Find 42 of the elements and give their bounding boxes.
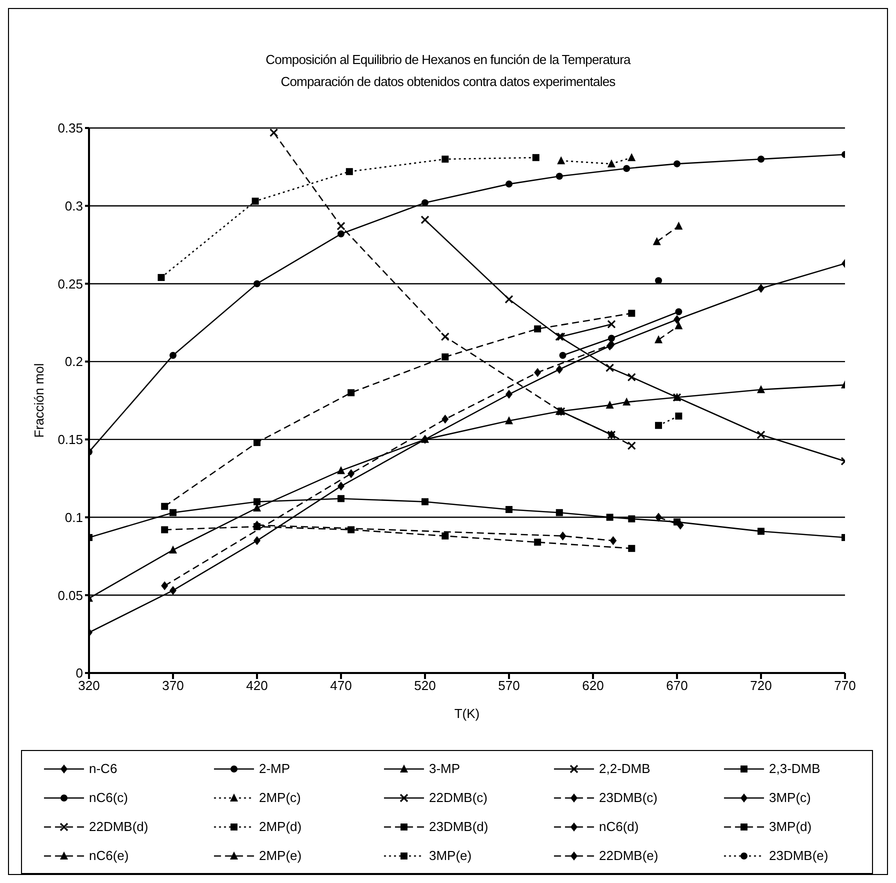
x-tick-label: 470 [330, 678, 352, 694]
legend-label: n-C6 [89, 761, 118, 776]
legend-label: 22DMB(e) [599, 848, 658, 863]
y-tick-label: 0.35 [58, 120, 83, 136]
x-tick-label: 370 [162, 678, 184, 694]
y-tick-label: 0.3 [64, 198, 83, 214]
y-tick-label: 0 [76, 666, 83, 681]
x-tick-label: 320 [78, 678, 100, 694]
legend-label: nC6(e) [89, 848, 129, 863]
legend-label: 2,2-DMB [599, 761, 650, 776]
x-tick-label: 720 [750, 678, 772, 694]
x-tick-label: 570 [498, 678, 520, 694]
x-tick-label: 420 [246, 678, 268, 694]
y-tick-label: 0.05 [58, 588, 83, 603]
legend-label: 23DMB(c) [599, 790, 658, 805]
legend-label: 23DMB(d) [429, 819, 488, 834]
legend-label: 3MP(e) [429, 848, 472, 863]
x-tick-label: 620 [582, 678, 604, 694]
x-tick-label: 670 [666, 678, 688, 694]
legend-label: 2MP(c) [259, 790, 301, 805]
y-axis-title: Fracción mol [32, 363, 47, 438]
x-tick-label: 770 [834, 678, 856, 694]
y-tick-label: 0.25 [58, 276, 83, 292]
y-tick-label: 0.15 [58, 432, 83, 448]
legend-label: 2MP(e) [259, 848, 302, 863]
legend-label: 22DMB(c) [429, 790, 488, 805]
legend-label: 3-MP [429, 761, 460, 776]
legend-label: 22DMB(d) [89, 819, 148, 834]
legend-label: 2-MP [259, 761, 290, 776]
legend-label: 3MP(d) [769, 819, 812, 834]
legend-label: nC6(c) [89, 790, 128, 805]
legend-label: 2MP(d) [259, 819, 302, 834]
y-tick-label: 0.1 [64, 510, 83, 525]
chart-title: Composición al Equilibrio de Hexanos en función de la Temperatura [264, 51, 632, 69]
legend-label: 2,3-DMB [769, 761, 820, 776]
x-axis-title: T(K) [454, 706, 480, 721]
y-tick-label: 0.2 [64, 354, 83, 370]
legend-label: nC6(d) [599, 819, 639, 834]
chart-subtitle: Comparación de datos obtenidos contra datos experimentales [280, 73, 616, 91]
legend-label: 3MP(c) [769, 790, 811, 805]
x-tick-label: 520 [414, 678, 436, 694]
legend-label: 23DMB(e) [769, 848, 828, 863]
